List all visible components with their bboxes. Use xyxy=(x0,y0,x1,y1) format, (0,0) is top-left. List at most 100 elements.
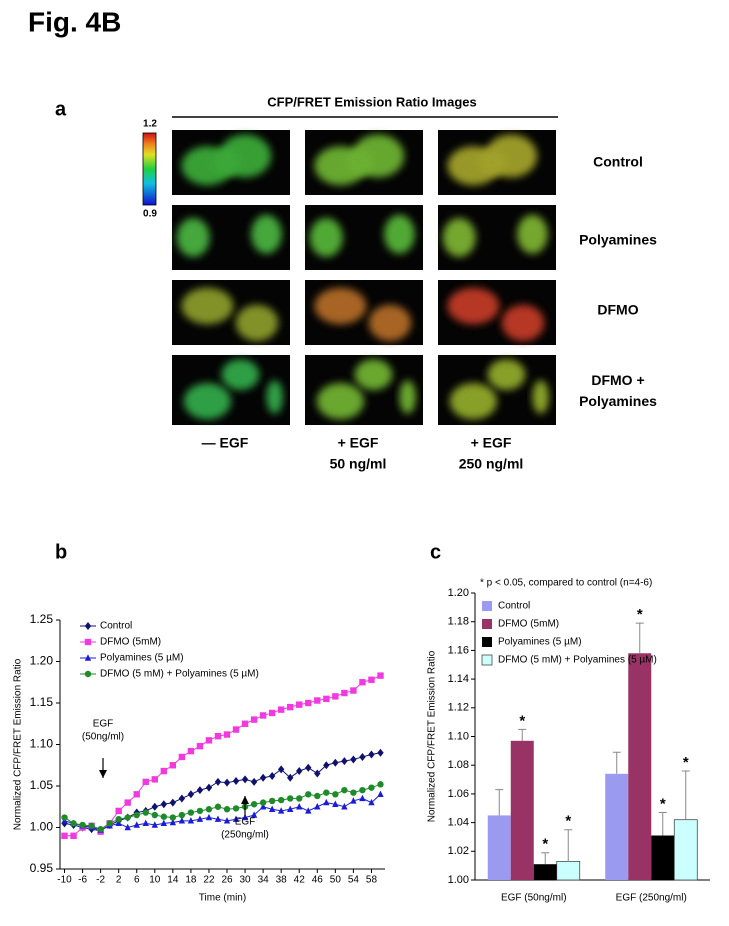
legend-label: Control xyxy=(498,601,530,612)
data-point xyxy=(368,750,375,759)
data-point xyxy=(350,755,357,764)
data-point xyxy=(178,794,186,803)
data-point xyxy=(323,789,330,796)
data-point xyxy=(341,786,348,794)
data-point xyxy=(205,813,213,821)
data-point xyxy=(196,742,204,750)
data-point xyxy=(268,797,276,805)
y-tick-label: 1.18 xyxy=(448,616,469,628)
y-tick-label: 0.95 xyxy=(30,861,54,875)
series-line xyxy=(64,752,381,832)
data-point xyxy=(250,777,258,786)
cell-blob xyxy=(251,214,282,254)
error-bar xyxy=(635,622,644,654)
data-point xyxy=(223,731,231,738)
x-tick-label: 18 xyxy=(185,875,197,886)
data-point xyxy=(341,803,348,810)
data-point xyxy=(151,821,158,828)
data-point xyxy=(223,817,231,824)
significance: * xyxy=(565,813,571,830)
cell-blob xyxy=(517,214,548,254)
data-point xyxy=(323,798,330,806)
panel-title: CFP/FRET Emission Ratio Images xyxy=(267,94,477,109)
error-bar xyxy=(495,789,504,816)
data-point xyxy=(241,775,249,784)
data-point xyxy=(178,753,186,761)
data-point xyxy=(88,822,95,830)
data-point xyxy=(350,789,357,796)
legend-marker xyxy=(84,670,92,678)
data-point xyxy=(124,814,131,821)
colorbar xyxy=(142,132,157,206)
data-point xyxy=(196,807,204,815)
data-point xyxy=(196,786,204,795)
data-point xyxy=(305,699,312,707)
legend-label: DFMO (5 mM) + Polyamines (5 µM) xyxy=(100,669,259,680)
data-point xyxy=(287,805,294,812)
chart-note: * p < 0.05, compared to control (n=4-6) xyxy=(480,578,652,589)
data-point xyxy=(169,762,177,769)
x-tick-label: 46 xyxy=(312,875,324,886)
data-point xyxy=(332,800,339,807)
cell-blob xyxy=(316,383,364,420)
row-label: Control xyxy=(593,154,643,170)
cell-blob xyxy=(176,218,210,257)
data-point xyxy=(341,757,348,766)
annotation: (50ng/ml) xyxy=(82,732,124,743)
data-point xyxy=(332,693,339,700)
cell-blob xyxy=(399,380,416,414)
arrow-head xyxy=(241,796,249,804)
cell-blob xyxy=(314,287,367,325)
y-tick-label: 1.00 xyxy=(30,820,54,834)
data-point xyxy=(205,737,213,744)
error-bar xyxy=(658,812,667,836)
series-line xyxy=(64,675,381,837)
column-label: + EGF xyxy=(471,435,512,451)
data-point xyxy=(169,798,177,807)
data-point xyxy=(241,720,249,727)
legend-label: DFMO (5mM) xyxy=(100,637,161,648)
data-point xyxy=(305,807,312,814)
legend-swatch xyxy=(482,619,492,629)
data-point xyxy=(133,791,140,798)
y-tick-label: 1.06 xyxy=(448,788,469,800)
data-point xyxy=(377,672,384,679)
cell-blob xyxy=(447,287,500,325)
colorbar-min: 0.9 xyxy=(143,209,157,220)
row-label: Polyamines xyxy=(579,393,657,409)
data-point xyxy=(250,716,258,723)
y-tick-label: 1.25 xyxy=(30,612,54,626)
data-point xyxy=(160,813,168,820)
data-point xyxy=(250,801,258,808)
annotation: EGF xyxy=(235,817,256,828)
data-point xyxy=(350,687,357,694)
data-point xyxy=(377,790,384,797)
y-tick-label: 1.04 xyxy=(448,817,469,829)
data-point xyxy=(287,795,294,802)
error-bar xyxy=(681,770,690,820)
cell-blob xyxy=(309,218,343,257)
data-point xyxy=(214,777,222,786)
x-tick-label: 10 xyxy=(149,875,161,886)
data-point xyxy=(314,803,321,810)
data-point xyxy=(187,809,195,816)
data-point xyxy=(368,676,375,683)
data-point xyxy=(332,791,339,798)
data-point xyxy=(70,832,77,839)
legend-label: Control xyxy=(100,621,132,632)
data-point xyxy=(151,811,158,819)
data-point xyxy=(205,806,213,813)
row-label: DFMO xyxy=(597,302,638,318)
legend-marker xyxy=(84,654,92,661)
data-point xyxy=(368,798,375,806)
data-point xyxy=(232,777,240,786)
data-point xyxy=(214,803,222,810)
x-tick-label: 58 xyxy=(366,875,378,886)
legend-label: Polyamines (5 µM) xyxy=(100,653,184,664)
bar xyxy=(605,773,629,880)
cell-blob xyxy=(345,149,374,176)
data-point xyxy=(305,791,312,798)
y-tick-label: 1.15 xyxy=(30,695,54,709)
cell-blob xyxy=(384,214,415,254)
